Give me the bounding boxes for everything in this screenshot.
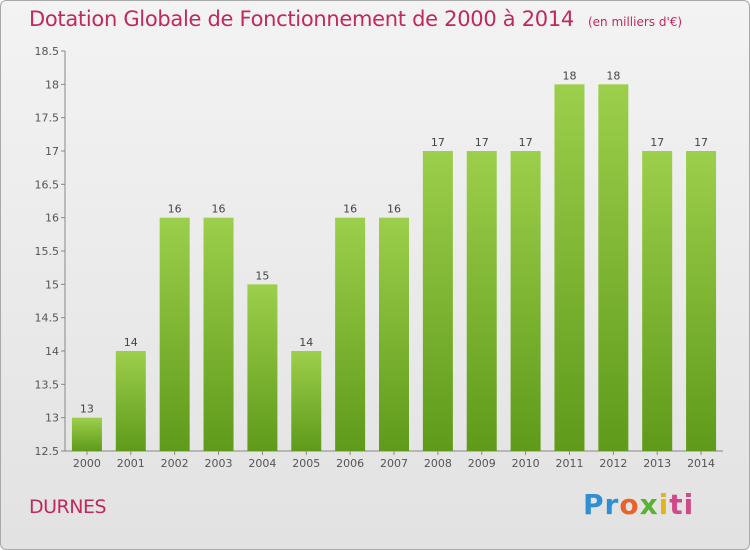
- bar-2010: [510, 151, 541, 451]
- bar-2007: [379, 217, 409, 451]
- y-tick-label: 18.5: [35, 45, 60, 58]
- y-tick-label: 17: [45, 145, 59, 158]
- bar-2003: [203, 217, 234, 451]
- x-tick-label: 2007: [380, 457, 408, 470]
- x-tick-labels: 2000 2001 2002 2003 2004 2005 2006 2007 2008 2009…: [73, 457, 715, 470]
- value-label: 17: [431, 136, 445, 149]
- bar-2002: [159, 217, 190, 451]
- value-label: 17: [650, 136, 664, 149]
- bar-2001: [115, 351, 146, 451]
- x-tick-label: 2012: [599, 457, 627, 470]
- bars-group: [71, 84, 717, 451]
- x-tick-label: 2000: [73, 457, 101, 470]
- x-tick-label: 2001: [117, 457, 145, 470]
- y-tick-label: 18: [45, 78, 59, 91]
- value-labels: 13 14 16 16 15 14 16 16 17 17 17 18 18 17 17: [80, 69, 708, 415]
- x-tick-label: 2003: [205, 457, 233, 470]
- y-tick-label: 14.5: [35, 312, 60, 325]
- chart-subtitle: (en milliers d'€): [587, 15, 683, 29]
- x-tick-label: 2005: [292, 457, 320, 470]
- value-label: 17: [694, 136, 708, 149]
- y-tick-label: 16: [45, 212, 59, 225]
- x-tick-label: 2014: [687, 457, 715, 470]
- x-tick-label: 2009: [468, 457, 496, 470]
- bar-2011: [554, 84, 585, 451]
- x-tick-label: 2002: [161, 457, 189, 470]
- value-label: 16: [212, 203, 226, 216]
- y-tick-label: 15.5: [35, 245, 60, 258]
- y-tick-label: 17.5: [35, 112, 60, 125]
- y-tick-label: 16.5: [35, 178, 60, 191]
- logo-part: o: [619, 488, 640, 521]
- x-tick-label: 2004: [248, 457, 276, 470]
- bar-2012: [598, 84, 629, 451]
- x-tick-label: 2013: [643, 457, 671, 470]
- value-label: 14: [299, 336, 313, 349]
- bar-2000: [71, 417, 102, 451]
- x-tick-label: 2010: [512, 457, 540, 470]
- bar-2014: [686, 151, 717, 451]
- y-tick-label: 15: [45, 278, 59, 291]
- y-tick-label: 12.5: [35, 445, 60, 458]
- value-label: 18: [562, 69, 576, 82]
- x-tick-label: 2011: [555, 457, 583, 470]
- chart-title: Dotation Globale de Fonctionnement de 20…: [29, 7, 682, 31]
- proxiti-logo: Proxiti: [583, 488, 694, 521]
- value-label: 15: [255, 269, 269, 282]
- bar-2004: [247, 284, 278, 451]
- bar-2006: [335, 217, 366, 451]
- value-label: 16: [387, 203, 401, 216]
- logo-part: i: [658, 488, 670, 521]
- value-label: 18: [606, 69, 620, 82]
- value-label: 13: [80, 403, 94, 416]
- y-tick-labels: 12.5 13 13.5 14 14.5 15 15.5 16 16.5 17 17.5 18 18.5: [35, 45, 60, 458]
- title-text: Dotation Globale de Fonctionnement de 20…: [29, 7, 574, 31]
- municipality-name: DURNES: [29, 496, 107, 518]
- bar-2005: [291, 351, 322, 451]
- y-tick-label: 14: [45, 345, 59, 358]
- value-label: 16: [343, 203, 357, 216]
- value-label: 16: [168, 203, 182, 216]
- x-tick-label: 2008: [424, 457, 452, 470]
- bar-2008: [422, 151, 453, 451]
- value-label: 14: [124, 336, 138, 349]
- x-tick-label: 2006: [336, 457, 364, 470]
- value-label: 17: [475, 136, 489, 149]
- logo-part: ti: [669, 488, 695, 521]
- bar-2009: [466, 151, 497, 451]
- y-tick-label: 13: [45, 412, 59, 425]
- value-label: 17: [519, 136, 533, 149]
- logo-part: Pr: [583, 488, 620, 521]
- bar-2013: [642, 151, 673, 451]
- logo-part: x: [639, 488, 659, 521]
- y-tick-label: 13.5: [35, 378, 60, 391]
